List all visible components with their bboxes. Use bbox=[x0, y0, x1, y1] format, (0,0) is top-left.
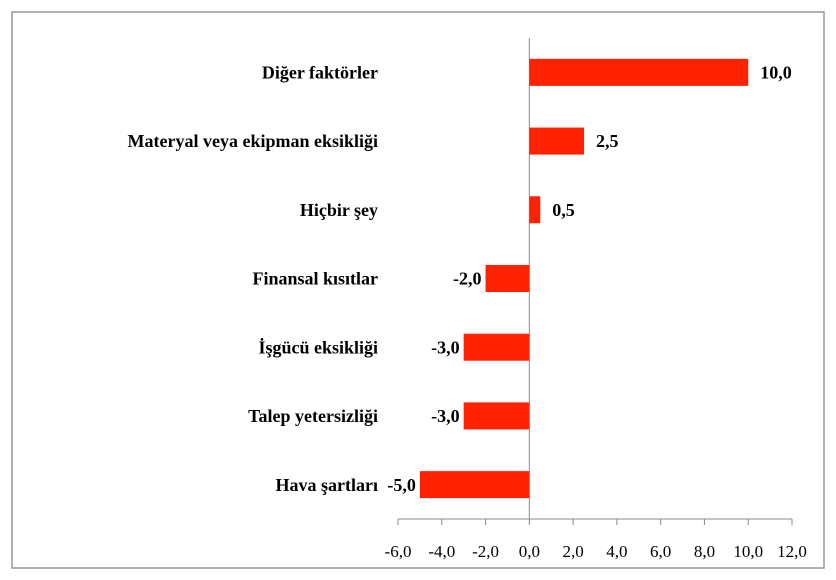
x-tick-label: 6,0 bbox=[650, 542, 671, 561]
bar bbox=[485, 265, 530, 292]
x-tick-label: 0,0 bbox=[519, 542, 540, 561]
x-tick-label: 10,0 bbox=[733, 542, 763, 561]
category-label: Hiçbir şey bbox=[300, 200, 378, 220]
bar bbox=[419, 471, 530, 499]
bar bbox=[463, 402, 530, 430]
x-tick-label: -6,0 bbox=[385, 542, 412, 561]
data-label: 2,5 bbox=[596, 131, 619, 151]
data-label: 0,5 bbox=[552, 200, 575, 220]
bar bbox=[529, 127, 585, 155]
x-tick-label: -4,0 bbox=[428, 542, 455, 561]
data-label: -3,0 bbox=[431, 406, 460, 426]
x-tick-label: 2,0 bbox=[562, 542, 583, 561]
chart-border bbox=[11, 11, 825, 569]
x-tick-label: 12,0 bbox=[777, 542, 807, 561]
category-label: Finansal kısıtlar bbox=[252, 269, 378, 289]
category-label: Talep yetersizliği bbox=[248, 406, 378, 426]
x-tick-label: 4,0 bbox=[606, 542, 627, 561]
data-label: -5,0 bbox=[387, 475, 416, 495]
x-tick-label: 8,0 bbox=[694, 542, 715, 561]
category-label: Hava şartları bbox=[276, 475, 378, 495]
category-label: Diğer faktörler bbox=[262, 62, 378, 82]
data-label: -2,0 bbox=[453, 269, 482, 289]
category-label: İşgücü eksikliği bbox=[258, 337, 378, 357]
bar bbox=[529, 58, 749, 86]
bar bbox=[463, 333, 530, 361]
bar bbox=[529, 196, 541, 224]
data-label: -3,0 bbox=[431, 337, 460, 357]
data-label: 10,0 bbox=[760, 62, 792, 82]
category-label: Materyal veya ekipman eksikliği bbox=[128, 131, 379, 151]
x-tick-label: -2,0 bbox=[472, 542, 499, 561]
